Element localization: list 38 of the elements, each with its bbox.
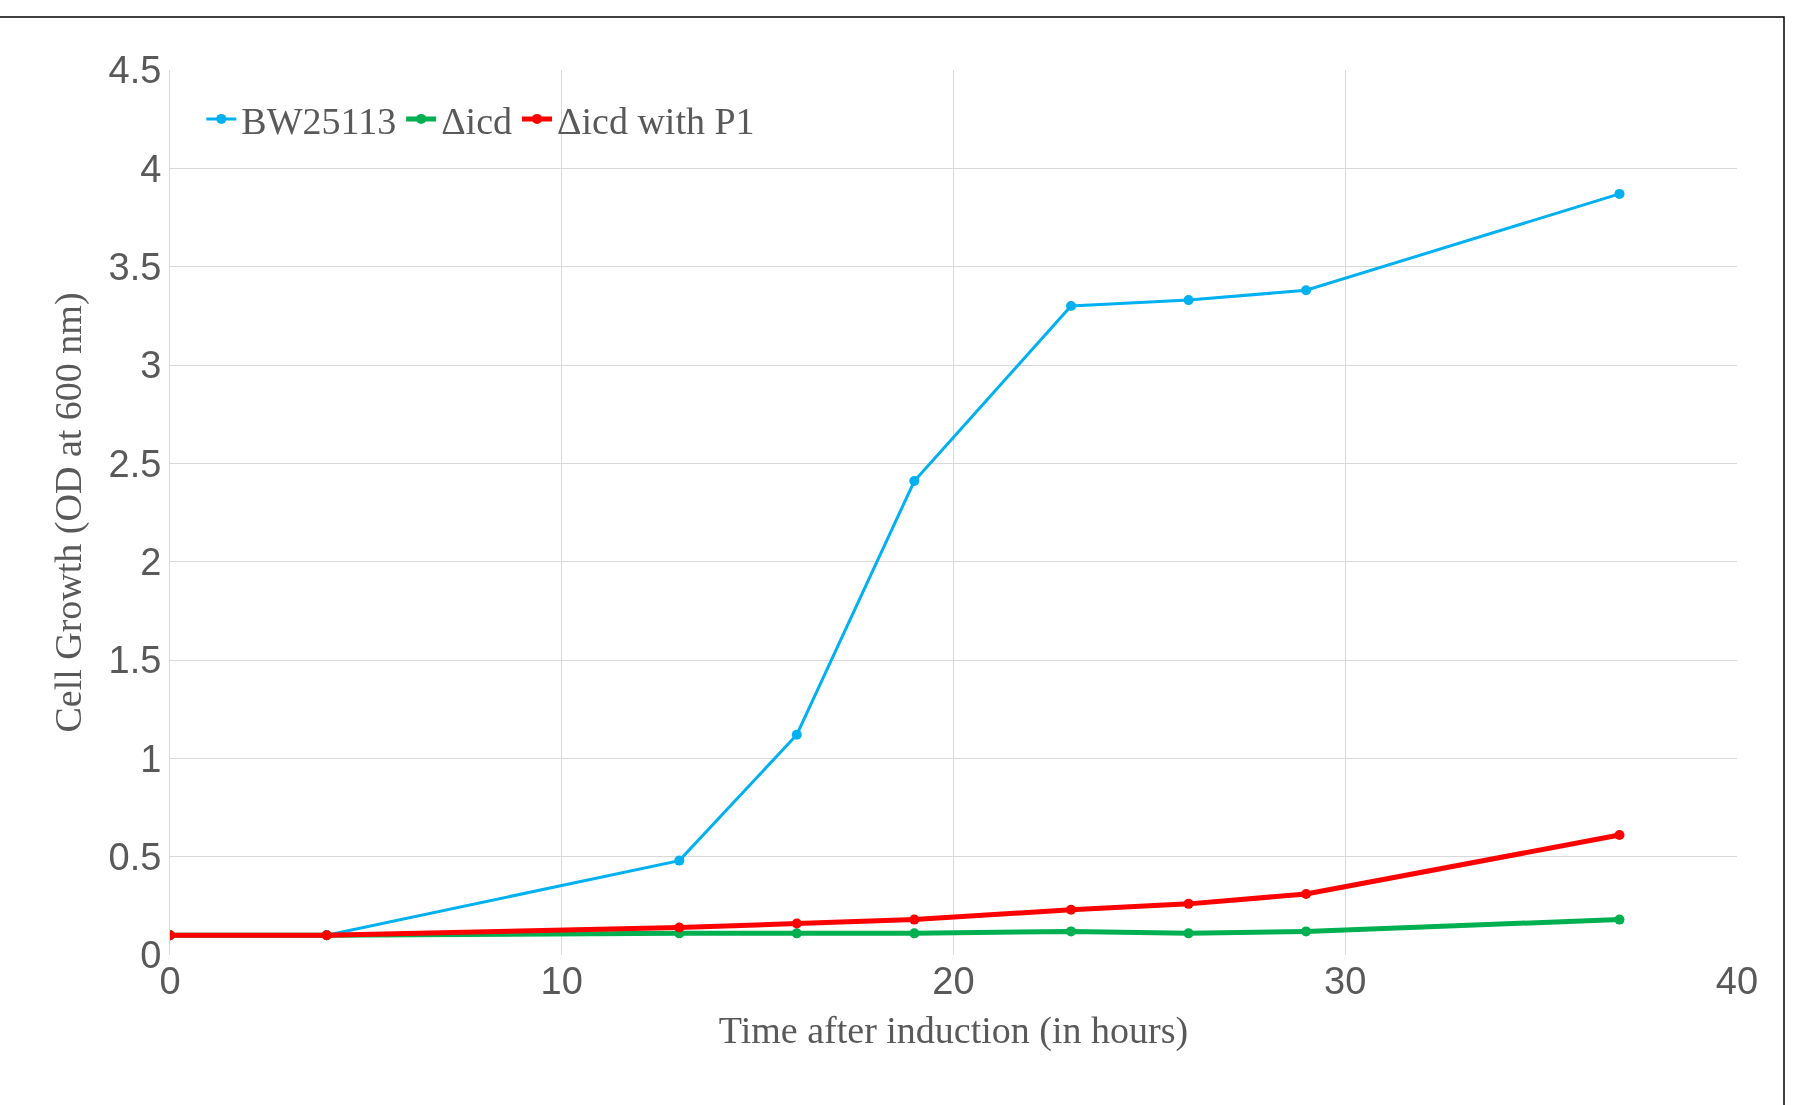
y-tick-label: 2 — [140, 540, 162, 583]
x-tick-label: 10 — [540, 960, 583, 1002]
point — [1183, 928, 1194, 939]
y-tick-label: 4.5 — [108, 49, 162, 92]
point — [1614, 914, 1625, 925]
point — [1301, 285, 1312, 296]
y-tick-label: 3 — [140, 344, 162, 387]
point — [1614, 188, 1625, 199]
point — [1301, 889, 1312, 900]
x-tick-label: 30 — [1324, 960, 1367, 1002]
point — [909, 476, 920, 487]
point — [1183, 295, 1194, 306]
point — [1614, 830, 1625, 841]
point — [909, 928, 920, 939]
y-tick-label: 3.5 — [108, 245, 162, 288]
point — [791, 928, 802, 939]
y-tick-label: 0.5 — [108, 835, 162, 878]
point — [1301, 926, 1312, 937]
point — [674, 855, 685, 866]
y-tick-label: 2.5 — [108, 442, 162, 485]
y-tick-label: 1.5 — [108, 639, 162, 682]
y-tick-label: 1 — [140, 737, 162, 780]
y-tick-label: 4 — [140, 147, 162, 190]
point — [791, 918, 802, 929]
x-tick-label: 40 — [1715, 960, 1759, 1002]
point — [791, 729, 802, 740]
point — [1066, 301, 1077, 311]
point — [1066, 926, 1077, 937]
legend-label: BW25113 — [241, 99, 397, 142]
legend-label: Δicd with P1 — [557, 99, 755, 142]
point — [1066, 904, 1077, 915]
x-axis-title: Time after induction (in hours) — [718, 1009, 1189, 1053]
x-tick-label: 20 — [932, 960, 975, 1002]
point — [1183, 898, 1194, 909]
point — [909, 914, 920, 925]
legend-label: Δicd — [441, 99, 513, 142]
point — [674, 922, 685, 933]
y-axis-title: Cell Growth (OD at 600 nm) — [46, 292, 90, 733]
